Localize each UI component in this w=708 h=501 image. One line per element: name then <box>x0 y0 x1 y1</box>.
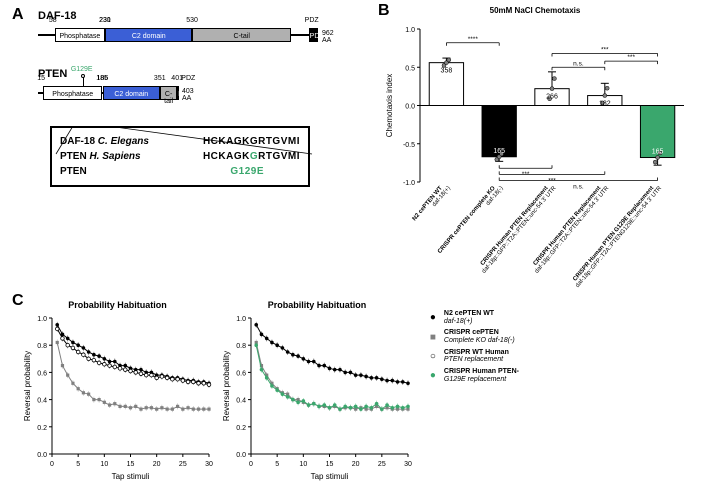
legend-c: ●N2 cePTEN WTdaf-18(+)■CRISPR cePTENComp… <box>425 310 519 388</box>
svg-text:0.6: 0.6 <box>237 370 247 377</box>
svg-text:0: 0 <box>50 461 54 468</box>
line-chart-1-wrap: Probability Habituation 0.0 0.2 0.4 0.6 0.8 1… <box>20 300 215 487</box>
svg-text:10: 10 <box>100 461 108 468</box>
legend-text: CRISPR WT HumanPTEN replacement <box>444 349 509 364</box>
svg-text:-0.5: -0.5 <box>403 142 415 149</box>
pdz-domain: PDZ <box>177 86 179 100</box>
svg-text:165: 165 <box>652 149 664 156</box>
svg-text:182: 182 <box>599 101 611 108</box>
svg-text:0.2: 0.2 <box>237 425 247 432</box>
svg-text:1.0: 1.0 <box>405 27 415 34</box>
legend-marker-icon: ● <box>425 312 441 323</box>
svg-text:n.s.: n.s. <box>573 60 584 67</box>
svg-text:-1.0: -1.0 <box>403 180 415 187</box>
c2-domain-domain: C2 domain <box>103 86 160 100</box>
legend-text: N2 cePTEN WTdaf-18(+) <box>444 310 494 325</box>
svg-text:1.0: 1.0 <box>37 316 47 323</box>
svg-text:Reversal probability: Reversal probability <box>23 351 32 421</box>
svg-text:0.0: 0.0 <box>405 104 415 111</box>
c-tail-domain: C-tail <box>160 86 177 100</box>
svg-text:0.2: 0.2 <box>37 425 47 432</box>
legend-row: ■CRISPR cePTENComplete KO daf-18(-) <box>425 329 519 344</box>
svg-text:5: 5 <box>276 461 280 468</box>
legend-row: ○CRISPR WT HumanPTEN replacement <box>425 349 519 364</box>
panel-a: DAF-18 PhosphataseC2 domainC-tailPDZ5823… <box>20 10 360 187</box>
panel-b: 50mM NaCl Chemotaxis -1.0 -0.5 0.0 0.5 1.0 Ch… <box>380 6 690 297</box>
panel-b-title: 50mM NaCl Chemotaxis <box>380 6 690 15</box>
svg-text:***: *** <box>627 54 635 61</box>
svg-text:25: 25 <box>179 461 187 468</box>
alignment-row: PTENG129E <box>60 164 300 179</box>
svg-text:15: 15 <box>127 461 135 468</box>
legend-row: ●CRISPR Human PTEN-G129E replacement <box>425 368 519 383</box>
legend-text: CRISPR Human PTEN-G129E replacement <box>444 368 519 383</box>
svg-text:Tap stimuli: Tap stimuli <box>112 472 150 481</box>
svg-text:20: 20 <box>153 461 161 468</box>
svg-text:165: 165 <box>493 148 505 155</box>
svg-text:15: 15 <box>326 461 334 468</box>
c2-domain-domain: C2 domain <box>105 28 192 42</box>
svg-text:30: 30 <box>205 461 213 468</box>
legend-marker-icon: ● <box>425 370 441 381</box>
svg-text:30: 30 <box>405 461 413 468</box>
daf18-diagram: PhosphataseC2 domainC-tailPDZ58230231530… <box>38 26 318 46</box>
svg-text:Chemotaxis index: Chemotaxis index <box>385 74 394 138</box>
line-chart-1: 0.0 0.2 0.4 0.6 0.8 1.0 0 5 10 15 20 25 30 Tap stimul… <box>20 312 215 482</box>
svg-text:****: **** <box>468 36 479 43</box>
c-tail-domain: C-tail <box>192 28 291 42</box>
svg-text:0.8: 0.8 <box>237 343 247 350</box>
bar-chart: -1.0-0.50.00.51.0Chemotaxis index358N2 c… <box>380 17 690 292</box>
zoom-lines <box>38 126 358 156</box>
svg-text:0.4: 0.4 <box>37 398 47 405</box>
chart1-title: Probability Habituation <box>20 300 215 310</box>
svg-text:Tap stimuli: Tap stimuli <box>311 472 349 481</box>
pten-diagram: PhosphataseC2 domainC-tailPDZ15185186351… <box>38 84 178 104</box>
svg-text:0: 0 <box>250 461 254 468</box>
svg-text:0.6: 0.6 <box>37 370 47 377</box>
svg-text:0.0: 0.0 <box>237 452 247 459</box>
svg-text:5: 5 <box>76 461 80 468</box>
svg-text:266: 266 <box>546 94 558 101</box>
pdz-domain: PDZ <box>309 28 318 42</box>
svg-text:25: 25 <box>378 461 386 468</box>
line-chart-2-wrap: Probability Habituation 0.0 0.2 0.4 0.6 0.8 1… <box>219 300 414 487</box>
svg-text:0.5: 0.5 <box>405 65 415 72</box>
panel-c: Probability Habituation 0.0 0.2 0.4 0.6 0.8 1… <box>20 300 680 487</box>
svg-text:0.4: 0.4 <box>237 398 247 405</box>
svg-text:***: *** <box>601 46 609 53</box>
svg-text:20: 20 <box>352 461 360 468</box>
svg-text:n.s.: n.s. <box>573 183 584 190</box>
svg-text:0.0: 0.0 <box>37 452 47 459</box>
phosphatase-domain: Phosphatase <box>55 28 105 42</box>
svg-text:0.8: 0.8 <box>37 343 47 350</box>
legend-text: CRISPR cePTENComplete KO daf-18(-) <box>444 329 515 344</box>
svg-text:Reversal probability: Reversal probability <box>222 351 231 421</box>
legend-marker-icon: ○ <box>425 351 441 362</box>
svg-text:358: 358 <box>441 68 453 75</box>
chart2-title: Probability Habituation <box>219 300 414 310</box>
legend-marker-icon: ■ <box>425 332 441 343</box>
line-chart-2: 0.0 0.2 0.4 0.6 0.8 1.0 0 5 10 15 20 25 30 Tap stimul… <box>219 312 414 482</box>
svg-text:1.0: 1.0 <box>237 316 247 323</box>
legend-row: ●N2 cePTEN WTdaf-18(+) <box>425 310 519 325</box>
svg-text:10: 10 <box>300 461 308 468</box>
phosphatase-domain: Phosphatase <box>43 86 102 100</box>
